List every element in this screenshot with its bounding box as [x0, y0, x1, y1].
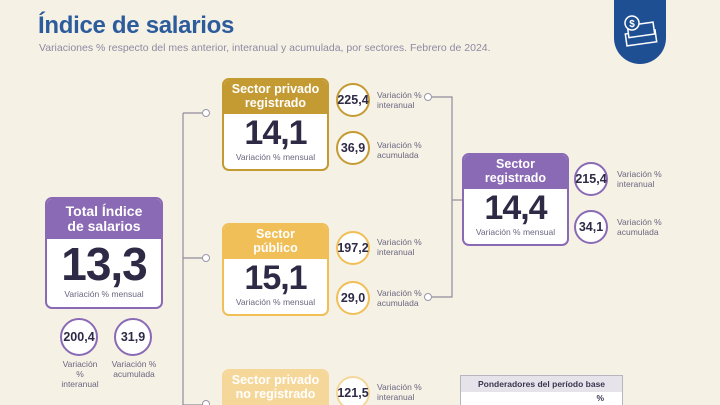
acumulada-label: Variación % acumulada — [377, 140, 422, 160]
card-title: no registrado — [235, 387, 316, 401]
table-title: Ponderadores del período base — [461, 376, 622, 392]
ponderadores-table: Ponderadores del período base % — [460, 375, 623, 405]
connector-dot — [202, 109, 210, 117]
acumulada-label: Variación % acumulada — [111, 359, 157, 379]
total-interanual-bubble: 200,4 — [60, 318, 98, 356]
money-icon: $ — [624, 15, 658, 47]
sector-privado-registrado-card: Sector privado registrado 14,1 Variación … — [222, 78, 329, 171]
card-title: Sector privado — [231, 82, 320, 97]
connector-dot — [424, 293, 432, 301]
sector-no-registrado-card: Sector privado no registrado — [222, 369, 329, 405]
card-title: Total Índice — [65, 202, 143, 219]
privado-mensual-value: 14,1 — [244, 114, 307, 152]
table-column-header: % — [596, 393, 604, 403]
mensual-caption: Variación % mensual — [64, 289, 144, 299]
card-title: Sector — [496, 157, 535, 172]
card-title: Sector — [256, 227, 295, 242]
card-title: de salarios — [67, 218, 141, 234]
logo: $ — [614, 0, 666, 64]
card-title: público — [253, 241, 298, 255]
connector-dot — [202, 400, 210, 405]
privado-interanual-bubble: 225,4 — [336, 83, 370, 117]
registrado-acumulada-bubble: 34,1 — [574, 210, 608, 244]
page-subtitle: Variaciones % respecto del mes anterior,… — [39, 42, 491, 54]
mensual-caption: Variación % mensual — [235, 152, 316, 162]
sector-registrado-card: Sector registrado 14,4 Variación % mensua… — [462, 153, 569, 246]
registrado-mensual-value: 14,4 — [484, 189, 547, 227]
acumulada-label: Variación % acumulada — [617, 217, 662, 237]
registrado-interanual-bubble: 215,4 — [574, 162, 608, 196]
noreg-interanual-bubble: 121,5 — [336, 376, 370, 405]
publico-interanual-bubble: 197,2 — [336, 231, 370, 265]
svg-text:$: $ — [629, 19, 635, 30]
sector-publico-card: Sector público 15,1 Variación % mensual — [222, 223, 329, 316]
interanual-label: Variación % interanual — [61, 359, 99, 389]
connector-dot — [424, 93, 432, 101]
total-card: Total Índice de salarios 13,3 Variación %… — [45, 197, 163, 309]
card-title: Sector privado — [231, 373, 320, 388]
interanual-label: Variación % interanual — [377, 237, 422, 257]
privado-acumulada-bubble: 36,9 — [336, 131, 370, 165]
publico-mensual-value: 15,1 — [244, 259, 307, 297]
page-title: Índice de salarios — [38, 12, 235, 39]
total-mensual-value: 13,3 — [61, 238, 148, 290]
interanual-label: Variación % interanual — [617, 169, 662, 189]
mensual-caption: Variación % mensual — [235, 297, 316, 307]
card-title: registrado — [484, 171, 547, 185]
publico-acumulada-bubble: 29,0 — [336, 281, 370, 315]
card-title: registrado — [244, 96, 307, 110]
mensual-caption: Variación % mensual — [475, 227, 556, 237]
connector-dot — [202, 254, 210, 262]
interanual-label: Variación % interanual — [377, 382, 422, 402]
acumulada-label: Variación % acumulada — [377, 288, 422, 308]
total-acumulada-bubble: 31,9 — [114, 318, 152, 356]
interanual-label: Variación % interanual — [377, 90, 422, 110]
